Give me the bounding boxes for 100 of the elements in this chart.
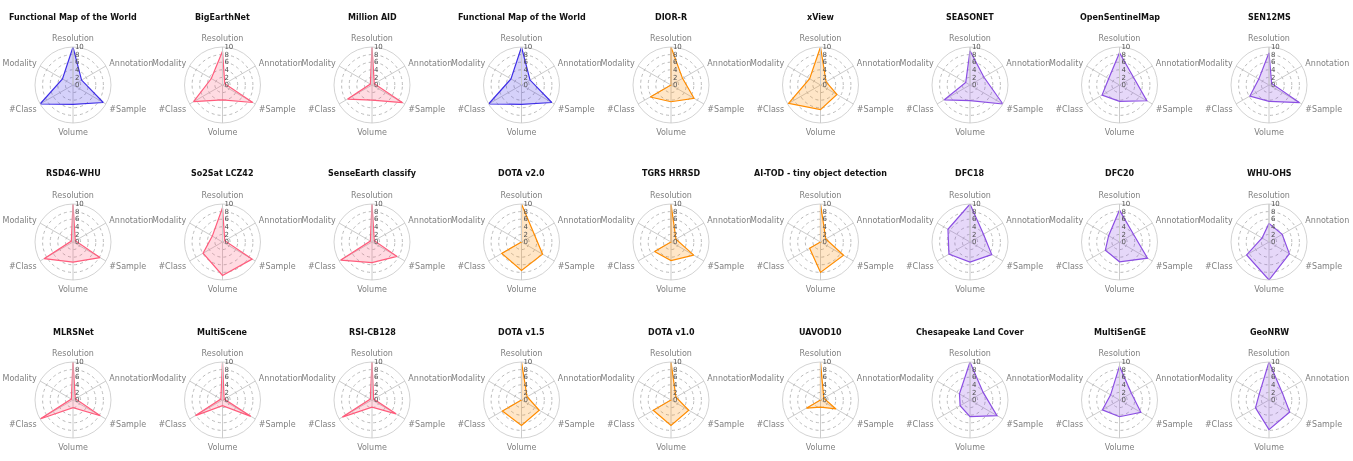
spoke-label: #Class: [1055, 105, 1084, 115]
chart-title: GeoNRW: [1250, 328, 1290, 337]
spoke-label: Modality: [750, 373, 785, 383]
spoke-label: Annotation: [408, 58, 453, 68]
spoke-label: #Class: [158, 262, 187, 272]
chart-title: TGRS HRRSD: [642, 169, 701, 178]
spoke-label: #Sample: [1155, 262, 1193, 272]
spoke-label: #Sample: [109, 420, 147, 430]
spoke-label: Resolution: [650, 349, 692, 359]
spoke-label: Modality: [600, 373, 635, 383]
spoke-label: Resolution: [799, 191, 842, 201]
chart-title: WHU-OHS: [1247, 169, 1292, 178]
spoke-label: #Class: [1204, 105, 1233, 115]
spoke-label: Volume: [506, 128, 537, 137]
spoke-label: Resolution: [1098, 34, 1141, 44]
spoke-label: #Class: [8, 105, 37, 115]
spoke-label: Annotation: [109, 373, 154, 383]
spoke-label: Resolution: [52, 349, 94, 359]
chart-title: DIOR-R: [655, 13, 688, 22]
spoke-label: Modality: [451, 215, 486, 225]
spoke-label: Annotation: [1305, 215, 1350, 225]
spoke-label: Modality: [301, 373, 336, 383]
spoke-label: #Sample: [408, 105, 446, 115]
spoke-label: Volume: [955, 128, 985, 137]
spoke-label: #Sample: [408, 262, 446, 272]
spoke-label: #Class: [158, 105, 187, 115]
spoke-label: Annotation: [557, 373, 602, 383]
spoke-label: #Sample: [1155, 105, 1193, 115]
spoke-label: Volume: [955, 443, 985, 452]
spoke-label: Annotation: [1155, 215, 1200, 225]
chart-title: DOTA v1.0: [648, 328, 696, 337]
spoke-label: Resolution: [1098, 191, 1141, 201]
spoke-label: Modality: [451, 373, 486, 383]
spoke-label: Annotation: [557, 215, 602, 225]
spoke-label: Annotation: [109, 58, 154, 68]
spoke-label: #Class: [1055, 420, 1084, 430]
spoke-label: Resolution: [1098, 349, 1141, 359]
chart-title: Chesapeake Land Cover: [916, 328, 1024, 337]
spoke-label: Resolution: [1248, 34, 1290, 44]
chart-title: SEASONET: [946, 13, 995, 22]
spoke-label: Modality: [899, 373, 934, 383]
spoke-label: Modality: [899, 58, 934, 68]
spoke-label: #Class: [307, 105, 336, 115]
spoke-label: Volume: [357, 443, 387, 452]
spoke-label: Annotation: [1305, 373, 1350, 383]
spoke-label: #Class: [307, 262, 336, 272]
spoke-label: Resolution: [799, 34, 842, 44]
spoke-label: Annotation: [856, 58, 901, 68]
spoke-label: Volume: [207, 128, 238, 137]
spoke-label: Resolution: [650, 191, 692, 201]
chart-title: OpenSentinelMap: [1080, 13, 1161, 22]
spoke-label: Volume: [58, 285, 88, 294]
spoke-label: #Class: [756, 105, 785, 115]
chart-title: MultiSenGE: [1094, 328, 1146, 337]
spoke-label: Volume: [656, 285, 686, 294]
spoke-label: #Class: [8, 262, 37, 272]
spoke-label: Modality: [152, 373, 187, 383]
spoke-label: Annotation: [408, 215, 453, 225]
spoke-label: Volume: [656, 128, 686, 137]
spoke-label: #Class: [606, 262, 635, 272]
spoke-label: Modality: [750, 215, 785, 225]
spoke-label: #Sample: [1305, 420, 1343, 430]
spoke-label: #Class: [905, 262, 934, 272]
spoke-label: Annotation: [258, 215, 303, 225]
spoke-label: #Class: [905, 420, 934, 430]
spoke-label: Annotation: [1006, 373, 1051, 383]
chart-title: DOTA v1.5: [498, 328, 546, 337]
spoke-label: Annotation: [707, 215, 752, 225]
spoke-label: Annotation: [1155, 373, 1200, 383]
spoke-label: #Sample: [1305, 262, 1343, 272]
spoke-label: #Class: [8, 420, 37, 430]
spoke-label: #Sample: [1155, 420, 1193, 430]
spoke-label: Annotation: [707, 373, 752, 383]
spoke-label: Annotation: [1305, 58, 1350, 68]
chart-title: MultiScene: [197, 328, 248, 337]
spoke-label: #Sample: [1006, 262, 1044, 272]
spoke-label: Modality: [600, 215, 635, 225]
chart-title: xView: [807, 13, 835, 22]
chart-title: BigEarthNet: [195, 13, 251, 22]
spoke-label: #Class: [1204, 262, 1233, 272]
spoke-label: #Sample: [1006, 105, 1044, 115]
spoke-label: Annotation: [1006, 215, 1051, 225]
spoke-label: Volume: [1104, 443, 1135, 452]
spoke-label: Volume: [357, 285, 387, 294]
spoke-label: Volume: [805, 128, 836, 137]
spoke-label: Resolution: [201, 191, 244, 201]
spoke-label: Modality: [600, 58, 635, 68]
spoke-label: #Sample: [258, 105, 296, 115]
spoke-label: #Sample: [109, 105, 147, 115]
spoke-label: #Sample: [1006, 420, 1044, 430]
spoke-label: Volume: [1104, 128, 1135, 137]
spoke-label: Volume: [58, 128, 88, 137]
spoke-label: Annotation: [1155, 58, 1200, 68]
spoke-label: Resolution: [351, 349, 393, 359]
spoke-label: #Class: [606, 420, 635, 430]
spoke-label: Volume: [207, 443, 238, 452]
spoke-label: Modality: [2, 58, 37, 68]
spoke-label: Volume: [357, 128, 387, 137]
chart-title: MLRSNet: [53, 328, 95, 337]
spoke-label: Annotation: [557, 58, 602, 68]
